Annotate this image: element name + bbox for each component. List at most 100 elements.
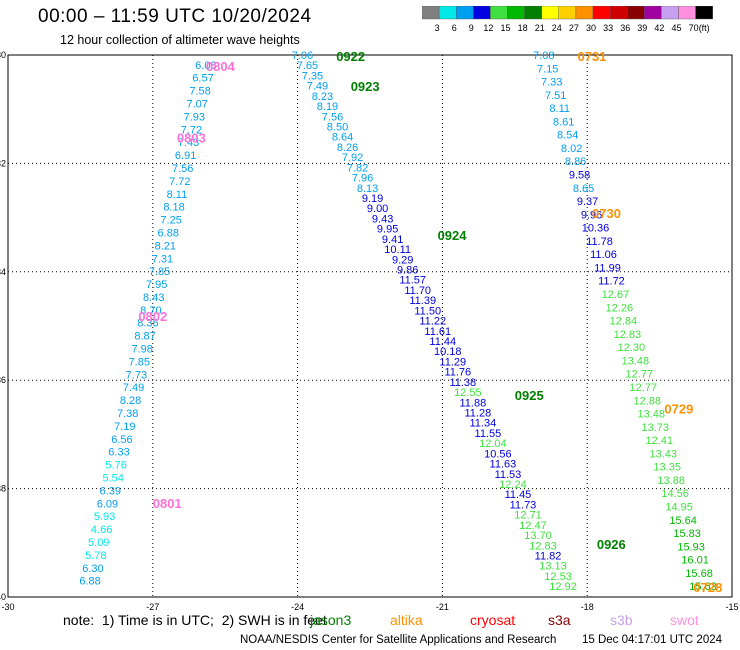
wave-height-label: 6.33 [108, 447, 129, 459]
wave-height-label: 11.29 [439, 356, 466, 368]
wave-height-label: 5.54 [103, 473, 124, 485]
wave-height-label: 9.58 [569, 170, 590, 182]
wave-height-label: 12.30 [618, 342, 646, 354]
wave-height-label: 10.11 [384, 244, 411, 256]
wave-height-label: 12.26 [606, 302, 634, 314]
wave-height-label: 13.48 [638, 409, 666, 421]
legend-label-18: 18 [518, 23, 528, 33]
time-marker-0802: 0802 [138, 309, 167, 324]
wave-height-label: 7.51 [545, 90, 566, 102]
wave-height-label: 7.07 [186, 98, 207, 110]
lon-tick-label: -18 [581, 602, 594, 612]
wave-height-label: 11.53 [495, 469, 522, 481]
wave-height-label: 11.88 [459, 397, 486, 409]
wave-height-label: 10.18 [434, 346, 462, 358]
time-marker-0728: 0728 [693, 580, 722, 595]
wave-height-label: 5.09 [88, 537, 109, 549]
wave-height-label: 5.76 [105, 460, 126, 472]
lon-tick-label: -27 [146, 602, 159, 612]
time-marker-0801: 0801 [153, 496, 182, 511]
wave-height-label: 7.43 [178, 137, 199, 149]
wave-height-label: 11.61 [424, 326, 451, 338]
legend-satellite-jason3: jason3 [310, 612, 352, 628]
lat-tick-label: -40 [0, 592, 6, 602]
wave-height-label: 12.47 [519, 520, 547, 532]
wave-height-label: 4.66 [91, 524, 112, 536]
legend-satellite-altika: altika [390, 612, 423, 628]
wave-height-label: 12.53 [544, 571, 572, 583]
wave-height-label: 7.56 [172, 163, 193, 175]
wave-height-label: 13.73 [641, 422, 669, 434]
wave-height-label: 9.43 [372, 213, 393, 225]
wave-height-label: 13.88 [657, 475, 685, 487]
wave-height-label: 7.38 [117, 408, 138, 420]
wave-height-label: 9.41 [382, 234, 403, 246]
wave-height-label: 15.93 [677, 541, 705, 553]
wave-height-label: 11.72 [598, 276, 625, 288]
wave-height-label: 8.13 [357, 183, 378, 195]
wave-height-label: 12.77 [630, 382, 658, 394]
wave-height-label: 8.65 [573, 183, 594, 195]
wave-height-label: 8.23 [312, 91, 333, 103]
wave-height-label: 6.39 [100, 485, 121, 497]
wave-height-label: 6.88 [158, 227, 179, 239]
wave-height-label: 8.87 [134, 331, 155, 343]
wave-height-label: 7.49 [123, 382, 144, 394]
wave-height-label: 12.84 [610, 316, 638, 328]
wave-height-label: 9.96 [581, 209, 602, 221]
wave-height-label: 10.56 [484, 448, 512, 460]
wave-height-label: 11.22 [419, 316, 446, 328]
legend-satellite-s3a: s3a [548, 612, 571, 628]
wave-height-label: 8.86 [565, 156, 586, 168]
wave-height-label: 12.41 [645, 435, 673, 447]
wave-height-label: 9.95 [377, 224, 398, 236]
wave-height-label: 11.82 [535, 551, 562, 563]
legend-satellite-swot: swot [670, 612, 699, 628]
wave-height-label: 9.19 [362, 193, 383, 205]
wave-height-label: 11.50 [414, 305, 441, 317]
wave-height-label: 7.92 [342, 152, 363, 164]
legend-satellite-cryosat: cryosat [470, 612, 516, 628]
wave-height-label: 7.73 [126, 369, 147, 381]
wave-height-label: 12.83 [529, 540, 557, 552]
wave-height-label: 14.95 [665, 501, 693, 513]
map-frame [7, 54, 733, 598]
wave-height-label: 8.54 [557, 130, 578, 142]
wave-height-label: 6.88 [79, 576, 100, 588]
wave-height-label: 7.33 [541, 77, 562, 89]
wave-height-label: 12.71 [514, 510, 542, 522]
wave-height-label: 6.57 [192, 73, 213, 85]
wave-height-label: 8.26 [337, 142, 358, 154]
wave-height-label: 8.21 [155, 240, 176, 252]
time-marker-0923: 0923 [351, 79, 380, 94]
legend-label-45: 45 [671, 23, 681, 33]
time-marker-0926: 0926 [597, 537, 626, 552]
wave-height-label: 8.36 [137, 318, 158, 330]
legend-label-39: 39 [637, 23, 647, 33]
wave-height-label: 13.70 [524, 530, 552, 542]
legend-label-3: 3 [435, 23, 440, 33]
wave-height-label: 8.70 [140, 305, 161, 317]
legend-label-12: 12 [483, 23, 493, 33]
footer-timestamp: 15 Dec 04:17:01 UTC 2024 [582, 634, 723, 646]
wave-height-label: 12.55 [454, 387, 482, 399]
time-marker-0730: 0730 [592, 206, 621, 221]
wave-height-label: 7.31 [152, 253, 173, 265]
wave-height-label: 7.56 [322, 111, 343, 123]
footer-credit: NOAA/NESDIS Center for Satellite Applica… [240, 634, 557, 646]
wave-height-label: 8.02 [561, 143, 582, 155]
wave-height-label: 11.63 [490, 459, 517, 471]
wave-height-label: 15.63 [689, 581, 717, 593]
legend-satellite-s3b: s3b [610, 612, 633, 628]
time-marker-0922: 0922 [336, 49, 365, 64]
legend-label-24: 24 [552, 23, 562, 33]
wave-height-label: 8.43 [143, 292, 164, 304]
time-marker-0729: 0729 [664, 401, 693, 416]
wave-height-label: 11.45 [505, 489, 532, 501]
wave-height-label: 9.37 [577, 196, 598, 208]
wave-height-label: 5.93 [94, 511, 115, 523]
wave-height-label: 15.83 [673, 528, 701, 540]
wave-height-label: 13.13 [539, 561, 567, 573]
wave-height-label: 13.48 [622, 355, 650, 367]
wave-height-label: 7.93 [184, 111, 205, 123]
